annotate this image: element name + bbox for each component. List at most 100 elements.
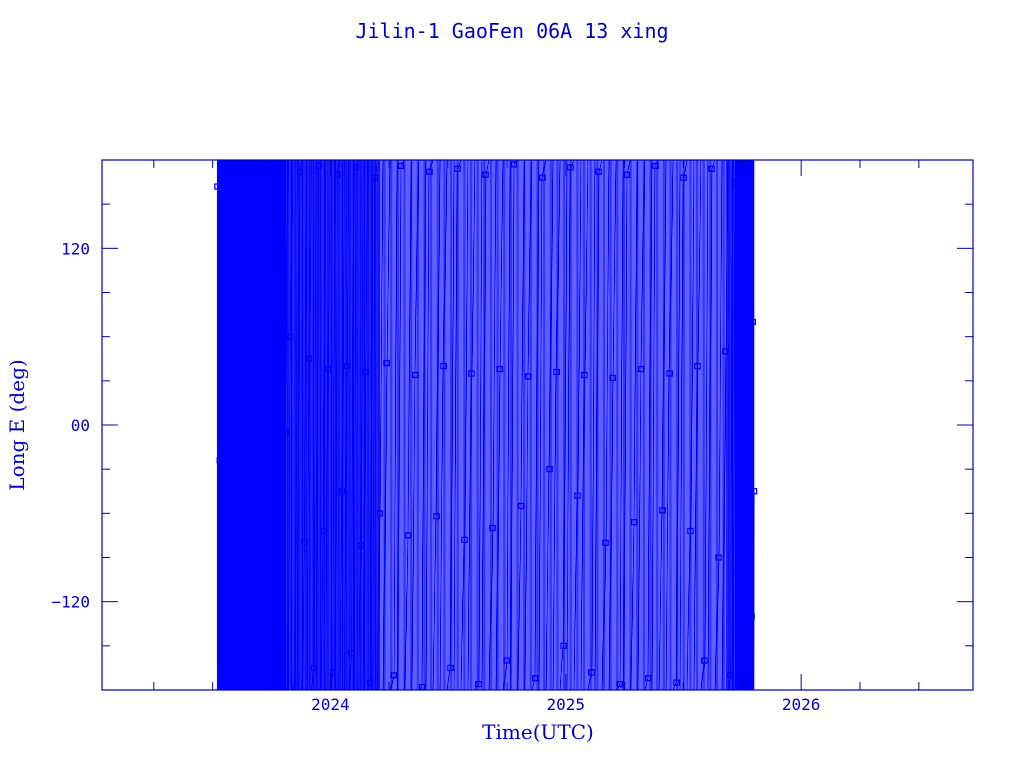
data-point — [546, 466, 553, 473]
data-point — [218, 259, 226, 267]
data-point — [371, 174, 379, 181]
data-point — [254, 433, 261, 440]
data-point — [461, 536, 468, 543]
data-point — [287, 333, 294, 340]
data-point — [329, 669, 336, 676]
data-point — [673, 679, 680, 686]
data-point — [367, 679, 374, 686]
data-point — [233, 171, 240, 178]
data-point — [652, 162, 659, 170]
data-point — [468, 370, 475, 377]
data-point — [644, 675, 652, 682]
data-point — [228, 307, 235, 314]
data-point — [223, 201, 230, 208]
data-point — [306, 355, 313, 362]
data-point — [270, 174, 277, 181]
data-point — [261, 186, 268, 193]
data-point — [265, 345, 273, 352]
x-tick-label: 2024 — [311, 695, 350, 714]
data-point — [277, 657, 285, 664]
data-point — [567, 164, 574, 171]
data-point — [539, 174, 546, 181]
data-point — [680, 174, 687, 181]
data-point — [214, 183, 221, 190]
data-point — [242, 215, 249, 223]
data-point — [616, 680, 624, 688]
data-point — [574, 492, 581, 499]
data-point — [256, 292, 263, 299]
data-point — [404, 532, 412, 539]
data-point — [258, 675, 266, 682]
y-tick-label: 00 — [71, 416, 90, 435]
data-point — [475, 680, 482, 688]
data-point — [503, 657, 511, 664]
data-point — [748, 613, 755, 620]
data-point — [482, 171, 489, 178]
data-point — [701, 657, 708, 664]
axis-ticks — [102, 160, 973, 690]
data-point — [715, 554, 722, 561]
data-point — [310, 664, 318, 672]
data-point — [602, 539, 609, 546]
y-tick-labels: 120 00 −120 — [51, 239, 90, 611]
data-point — [282, 429, 289, 436]
data-point — [510, 161, 518, 168]
data-point — [237, 281, 245, 289]
data-point — [230, 642, 237, 649]
data-point — [244, 466, 252, 473]
data-point — [240, 664, 247, 672]
data-point — [324, 365, 332, 373]
data-series — [216, 159, 755, 691]
x-tick-label: 2025 — [546, 695, 585, 714]
data-point — [489, 524, 496, 532]
data-point — [338, 488, 346, 495]
data-point — [301, 539, 308, 546]
data-point — [334, 171, 341, 178]
data-point — [263, 524, 270, 532]
data-point — [440, 362, 447, 370]
data-point — [560, 642, 567, 649]
data-markers — [214, 159, 758, 691]
data-point — [741, 245, 748, 252]
data-point — [362, 368, 369, 376]
y-axis-label: Long E (deg) — [5, 359, 29, 490]
data-point — [320, 527, 327, 535]
data-point — [750, 488, 758, 495]
data-point — [743, 510, 751, 517]
data-point — [659, 507, 666, 514]
data-point — [708, 165, 715, 172]
data-point — [736, 318, 744, 326]
data-point — [357, 542, 365, 549]
y-tick-label: 120 — [61, 239, 90, 258]
data-point — [454, 165, 461, 172]
data-point — [609, 374, 616, 382]
data-point — [588, 669, 595, 676]
data-point — [749, 318, 757, 326]
data-point — [275, 340, 282, 348]
data-point — [581, 371, 588, 379]
data-point — [251, 164, 259, 171]
data-point — [687, 527, 694, 535]
data-point — [595, 168, 602, 175]
x-axis-label: Time(UTC) — [482, 720, 594, 744]
data-point — [296, 168, 303, 175]
data-point — [694, 362, 701, 370]
data-point — [216, 457, 223, 464]
data-point — [666, 370, 673, 377]
data-point — [376, 510, 383, 517]
data-point — [517, 502, 525, 510]
data-point — [630, 519, 638, 526]
data-point — [433, 513, 440, 520]
data-point — [727, 672, 734, 679]
data-point — [732, 178, 739, 186]
y-tick-label: −120 — [51, 593, 90, 612]
data-point — [353, 164, 360, 171]
data-point — [221, 595, 228, 602]
data-point — [722, 348, 729, 355]
data-point — [390, 672, 398, 679]
data-point — [637, 365, 645, 373]
data-point — [249, 627, 256, 635]
data-point — [225, 439, 233, 446]
data-point — [343, 362, 350, 370]
data-point — [524, 373, 532, 380]
